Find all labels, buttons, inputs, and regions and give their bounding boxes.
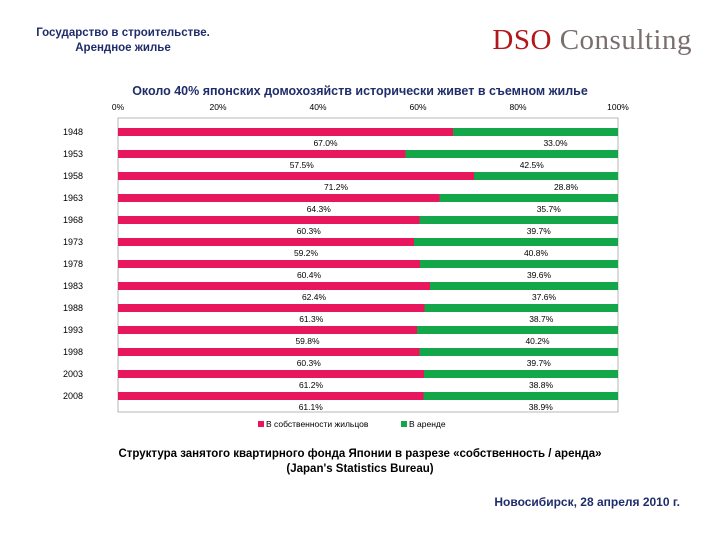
bar-owned <box>118 128 453 136</box>
y-category-label: 1968 <box>63 215 83 225</box>
bar-owned <box>118 326 417 334</box>
data-label-rented: 33.0% <box>543 138 568 148</box>
legend-label-owned: В собственности жильцов <box>266 419 369 429</box>
data-label-owned: 60.3% <box>297 358 322 368</box>
data-label-owned: 57.5% <box>290 160 315 170</box>
x-tick-label: 20% <box>209 102 226 112</box>
x-tick-label: 80% <box>509 102 526 112</box>
data-label-rented: 38.8% <box>529 380 554 390</box>
y-category-label: 1993 <box>63 325 83 335</box>
bar-rented <box>419 216 618 224</box>
presentation-header: Государство в строительстве. Арендное жи… <box>28 26 218 56</box>
footer-date: Новосибирск, 28 апреля 2010 г. <box>494 495 680 509</box>
data-label-owned: 64.3% <box>307 204 332 214</box>
bar-rented <box>414 238 618 246</box>
data-label-rented: 35.7% <box>537 204 562 214</box>
x-tick-label: 100% <box>607 102 629 112</box>
logo-dso: DSO <box>492 24 552 56</box>
bar-rented <box>474 172 618 180</box>
caption-line1: Структура занятого квартирного фонда Япо… <box>118 448 602 460</box>
y-category-label: 1958 <box>63 171 83 181</box>
y-category-label: 1998 <box>63 347 83 357</box>
data-label-owned: 60.4% <box>297 270 322 280</box>
bar-owned <box>118 194 440 202</box>
data-label-rented: 38.9% <box>529 402 554 412</box>
y-category-label: 1988 <box>63 303 83 313</box>
slide-caption: Структура занятого квартирного фонда Япо… <box>0 447 720 477</box>
bar-owned <box>118 150 406 158</box>
data-label-owned: 61.1% <box>299 402 324 412</box>
x-tick-label: 0% <box>112 102 125 112</box>
y-category-label: 1963 <box>63 193 83 203</box>
data-label-owned: 67.0% <box>313 138 338 148</box>
x-tick-label: 60% <box>409 102 426 112</box>
legend-label-rented: В аренде <box>409 419 446 429</box>
bar-rented <box>424 304 618 312</box>
header-title-line2: Арендное жилье <box>75 42 171 54</box>
y-category-label: 1973 <box>63 237 83 247</box>
data-label-rented: 28.8% <box>554 182 579 192</box>
bar-rented <box>419 348 618 356</box>
bar-owned <box>118 216 420 224</box>
y-category-label: 2003 <box>63 369 83 379</box>
legend-swatch-rented <box>401 421 407 427</box>
caption-line2: (Japan's Statistics Bureau) <box>286 463 434 475</box>
data-label-owned: 59.2% <box>294 248 319 258</box>
data-label-rented: 39.7% <box>527 226 552 236</box>
y-category-label: 1953 <box>63 149 83 159</box>
bar-rented <box>439 194 618 202</box>
bar-owned <box>118 260 420 268</box>
data-label-rented: 37.6% <box>532 292 557 302</box>
x-tick-label: 40% <box>309 102 326 112</box>
bar-rented <box>424 370 618 378</box>
data-label-rented: 38.7% <box>529 314 554 324</box>
bar-owned <box>118 370 424 378</box>
stacked-bar-chart: 0% 20% 40% 60% 80% 100% 1948 67.0% 33.0% 1953 57.5… <box>63 102 629 429</box>
bar-owned <box>118 238 414 246</box>
bar-rented <box>405 150 618 158</box>
bar-owned <box>118 348 420 356</box>
logo-consulting: Consulting <box>559 24 692 56</box>
data-label-owned: 60.3% <box>297 226 322 236</box>
chart-title: Около 40% японских домохозяйств историче… <box>132 84 588 98</box>
data-label-owned: 61.2% <box>299 380 324 390</box>
bar-owned <box>118 392 424 400</box>
bar-rented <box>417 326 618 334</box>
data-label-owned: 62.4% <box>302 292 327 302</box>
y-category-label: 1978 <box>63 259 83 269</box>
bar-owned <box>118 172 474 180</box>
bar-owned <box>118 304 425 312</box>
data-label-owned: 59.8% <box>295 336 320 346</box>
y-category-label: 1983 <box>63 281 83 291</box>
data-label-rented: 40.2% <box>525 336 550 346</box>
legend-swatch-owned <box>258 421 264 427</box>
header-title-line1: Государство в строительстве. <box>36 27 210 39</box>
bar-rented <box>430 282 618 290</box>
data-label-rented: 39.6% <box>527 270 552 280</box>
data-label-owned: 61.3% <box>299 314 324 324</box>
company-logo: DSO Consulting <box>492 24 692 57</box>
data-label-rented: 42.5% <box>520 160 545 170</box>
y-category-label: 2008 <box>63 391 83 401</box>
bar-rented <box>423 392 618 400</box>
data-label-owned: 71.2% <box>324 182 349 192</box>
bar-rented <box>420 260 618 268</box>
bar-rented <box>453 128 618 136</box>
bar-owned <box>118 282 430 290</box>
data-label-rented: 39.7% <box>527 358 552 368</box>
y-category-label: 1948 <box>63 127 83 137</box>
data-label-rented: 40.8% <box>524 248 549 258</box>
